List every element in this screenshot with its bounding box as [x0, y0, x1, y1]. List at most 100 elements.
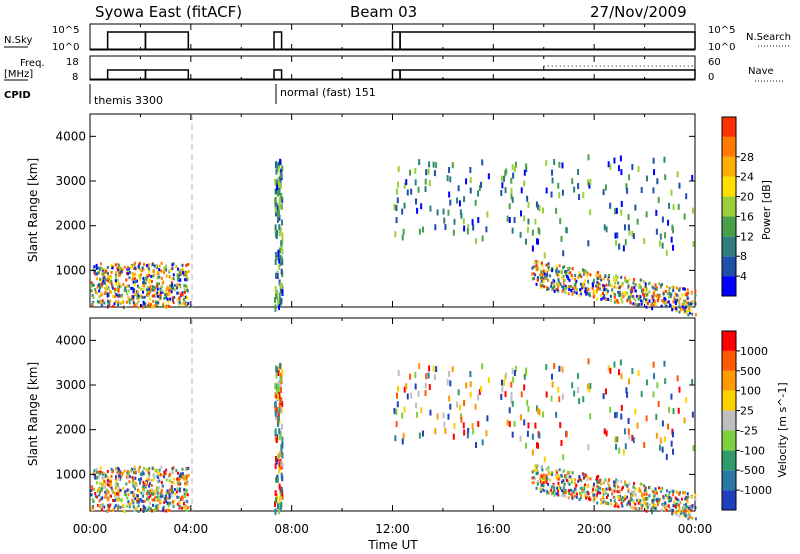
power-echo	[527, 218, 530, 225]
power-echo	[561, 290, 564, 294]
velocity-echo	[481, 363, 484, 370]
velocity-echo	[134, 476, 137, 480]
power-echo	[614, 293, 617, 297]
power-echo	[535, 267, 538, 271]
power-echo	[678, 286, 681, 290]
power-echo	[166, 292, 169, 296]
power-echo	[662, 292, 665, 296]
velocity-echo	[658, 444, 661, 451]
power-echo	[651, 296, 654, 300]
power-echo	[274, 304, 277, 311]
velocity-echo	[633, 490, 636, 494]
power-echo	[666, 300, 669, 304]
power-echo	[118, 294, 121, 298]
power-echo	[553, 285, 556, 289]
power-echo	[168, 275, 171, 279]
velocity-echo	[694, 506, 697, 510]
velocity-echo	[279, 463, 282, 470]
power-echo	[568, 278, 571, 282]
velocity-echo	[274, 508, 277, 515]
power-echo	[449, 176, 452, 183]
velocity-echo	[586, 495, 589, 499]
velocity-echo	[125, 482, 128, 486]
power-echo	[135, 279, 138, 283]
power-echo	[395, 188, 398, 195]
velocity-echo	[587, 444, 590, 451]
power-echo	[621, 283, 624, 287]
velocity-echo	[567, 475, 570, 479]
velocity-echo	[644, 502, 647, 506]
power-echo	[144, 281, 147, 285]
velocity-echo	[633, 482, 636, 486]
velocity-echo	[171, 490, 174, 494]
velocity-echo	[624, 482, 627, 486]
velocity-echo	[558, 487, 561, 491]
power-echo	[504, 187, 507, 194]
velocity-echo	[574, 490, 577, 494]
velocity-echo	[535, 442, 538, 449]
velocity-echo	[139, 479, 142, 483]
velocity-echo	[556, 477, 559, 481]
velocity-echo	[668, 496, 671, 500]
velocity-echo	[684, 513, 687, 517]
power-echo	[586, 271, 589, 275]
power-echo	[651, 301, 654, 305]
power-echo	[557, 277, 560, 281]
velocity-echo	[153, 489, 156, 493]
power-echo	[610, 298, 613, 302]
velocity-echo	[112, 498, 115, 502]
velocity-echo	[279, 387, 282, 394]
velocity-echo	[395, 421, 398, 428]
velocity-echo	[278, 434, 281, 441]
power-echo	[665, 249, 668, 256]
velocity-echo	[679, 510, 682, 514]
velocity-echo	[115, 479, 118, 483]
velocity-echo	[551, 373, 554, 380]
velocity-echo	[513, 420, 516, 427]
velocity-echo	[124, 490, 127, 494]
power-echo	[281, 248, 284, 255]
power-echo	[663, 297, 666, 301]
velocity-echo	[142, 491, 145, 495]
power-echo	[582, 192, 585, 199]
power-echo	[140, 287, 143, 291]
velocity-echo	[526, 430, 529, 437]
power-echo	[148, 263, 151, 267]
velocity-echo	[172, 481, 175, 485]
power-echo	[620, 169, 623, 176]
power-echo	[651, 307, 654, 311]
velocity-echo	[677, 498, 680, 502]
velocity-echo	[156, 474, 159, 478]
power-echo	[424, 186, 427, 193]
velocity-echo	[620, 404, 623, 411]
velocity-echo	[627, 501, 630, 505]
velocity-echo	[664, 436, 667, 443]
power-echo	[132, 280, 135, 284]
power-echo	[281, 238, 284, 245]
power-echo	[607, 277, 610, 281]
velocity-echo	[181, 496, 184, 500]
velocity-echo	[103, 480, 106, 484]
power-echo	[555, 265, 558, 269]
velocity-echo	[656, 503, 659, 507]
velocity-echo	[631, 368, 634, 375]
power-echo	[685, 299, 688, 303]
velocity-echo	[669, 499, 672, 503]
velocity-echo	[557, 386, 560, 393]
velocity-echo	[122, 503, 125, 507]
velocity-echo	[114, 504, 117, 508]
velocity-echo	[280, 444, 283, 451]
velocity-echo	[156, 488, 159, 492]
velocity-echo	[584, 473, 587, 477]
velocity-echo	[168, 472, 171, 476]
velocity-echo	[667, 504, 670, 508]
velocity-echo	[603, 491, 606, 495]
power-echo	[182, 301, 185, 305]
velocity-echo	[546, 477, 549, 481]
velocity-echo	[622, 449, 625, 456]
velocity-echo	[607, 501, 610, 505]
velocity-echo	[623, 428, 626, 435]
power-echo	[176, 298, 179, 302]
power-echo	[96, 285, 99, 289]
power-echo	[146, 263, 149, 267]
